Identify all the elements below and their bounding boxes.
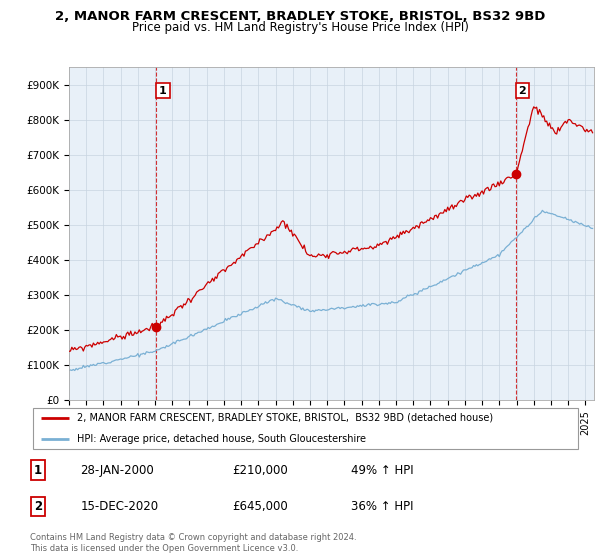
- Text: 2: 2: [518, 86, 526, 96]
- Text: HPI: Average price, detached house, South Gloucestershire: HPI: Average price, detached house, Sout…: [77, 435, 366, 444]
- Text: 28-JAN-2000: 28-JAN-2000: [80, 464, 154, 477]
- Text: 2: 2: [34, 500, 42, 513]
- Text: 1: 1: [34, 464, 42, 477]
- Text: 49% ↑ HPI: 49% ↑ HPI: [351, 464, 414, 477]
- Text: 36% ↑ HPI: 36% ↑ HPI: [351, 500, 413, 513]
- Text: £645,000: £645,000: [233, 500, 289, 513]
- Text: 1: 1: [159, 86, 167, 96]
- Text: Contains HM Land Registry data © Crown copyright and database right 2024.
This d: Contains HM Land Registry data © Crown c…: [30, 533, 356, 553]
- Text: 15-DEC-2020: 15-DEC-2020: [80, 500, 158, 513]
- FancyBboxPatch shape: [33, 408, 578, 449]
- Text: 2, MANOR FARM CRESCENT, BRADLEY STOKE, BRISTOL, BS32 9BD: 2, MANOR FARM CRESCENT, BRADLEY STOKE, B…: [55, 10, 545, 23]
- Text: £210,000: £210,000: [233, 464, 289, 477]
- Text: 2, MANOR FARM CRESCENT, BRADLEY STOKE, BRISTOL,  BS32 9BD (detached house): 2, MANOR FARM CRESCENT, BRADLEY STOKE, B…: [77, 413, 493, 423]
- Text: Price paid vs. HM Land Registry's House Price Index (HPI): Price paid vs. HM Land Registry's House …: [131, 21, 469, 34]
